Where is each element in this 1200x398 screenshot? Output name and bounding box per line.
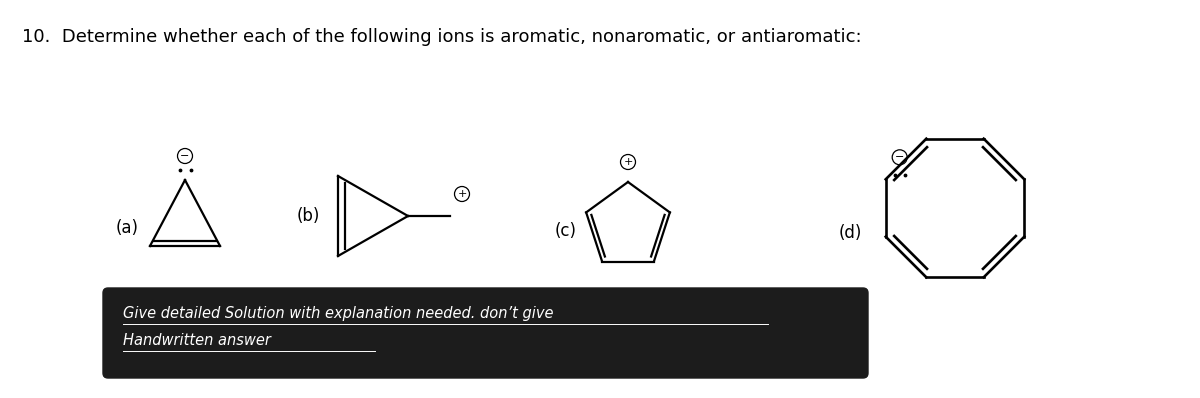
Text: 10.  Determine whether each of the following ions is aromatic, nonaromatic, or a: 10. Determine whether each of the follow… (22, 28, 862, 46)
Text: +: + (457, 189, 467, 199)
Text: (c): (c) (554, 222, 577, 240)
Text: +: + (623, 157, 632, 167)
Text: (b): (b) (296, 207, 319, 225)
Text: Give detailed Solution with explanation needed. don’t give: Give detailed Solution with explanation … (124, 306, 553, 321)
Text: −: − (895, 152, 905, 162)
Text: (a): (a) (115, 219, 138, 237)
Text: −: − (180, 151, 190, 161)
Text: Handwritten answer: Handwritten answer (124, 333, 271, 348)
Text: (d): (d) (839, 224, 862, 242)
FancyBboxPatch shape (103, 288, 868, 378)
